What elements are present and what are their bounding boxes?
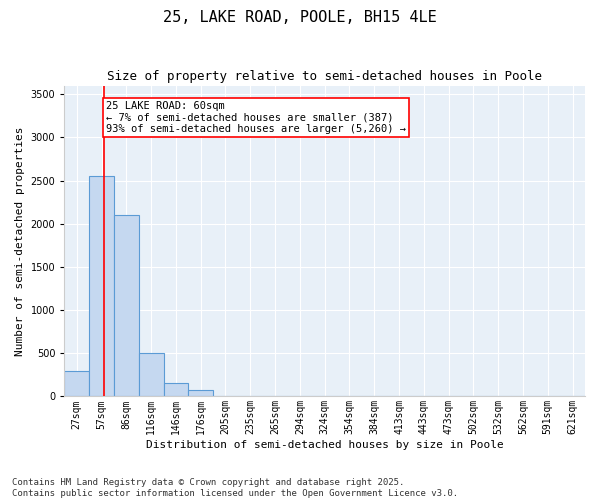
Bar (89, 176, 114, 396)
Text: 25, LAKE ROAD, POOLE, BH15 4LE: 25, LAKE ROAD, POOLE, BH15 4LE (163, 10, 437, 25)
Bar (164, 384, 188, 396)
Text: Contains HM Land Registry data © Crown copyright and database right 2025.
Contai: Contains HM Land Registry data © Crown c… (12, 478, 458, 498)
Bar (188, 390, 213, 396)
Y-axis label: Number of semi-detached properties: Number of semi-detached properties (15, 126, 25, 356)
Text: 25 LAKE ROAD: 60sqm
← 7% of semi-detached houses are smaller (387)
93% of semi-d: 25 LAKE ROAD: 60sqm ← 7% of semi-detache… (106, 101, 406, 134)
X-axis label: Distribution of semi-detached houses by size in Poole: Distribution of semi-detached houses by … (146, 440, 503, 450)
Bar (139, 353, 164, 397)
Title: Size of property relative to semi-detached houses in Poole: Size of property relative to semi-detach… (107, 70, 542, 83)
Bar (114, 215, 139, 396)
Bar (64, 370, 89, 396)
